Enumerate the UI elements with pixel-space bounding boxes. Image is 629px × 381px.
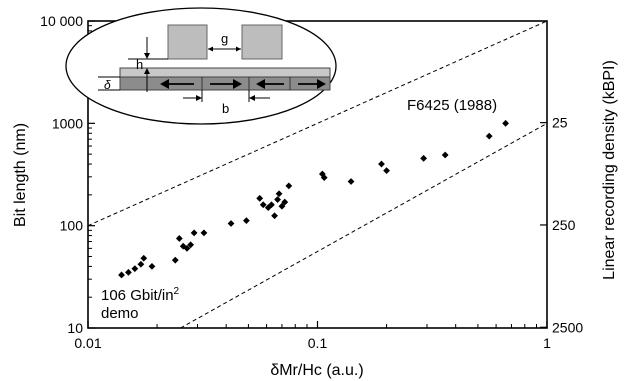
x-axis-title: δMr/Hc (a.u.) — [270, 362, 363, 379]
data-point-11 — [187, 241, 195, 249]
data-point-3 — [131, 265, 139, 273]
gap-arrowhead-right — [236, 46, 241, 52]
head-pole-left — [167, 24, 208, 60]
data-point-30 — [383, 167, 390, 175]
h-label: h — [136, 57, 143, 72]
annotation-106gbit-text: 106 Gbit/in — [101, 287, 174, 304]
x-tick-label-1: 0.01 — [74, 335, 101, 351]
data-point-32 — [441, 151, 449, 159]
h-arrowhead-bottom — [144, 68, 150, 74]
data-point-16 — [256, 194, 264, 202]
data-point-2 — [125, 268, 132, 276]
data-point-10 — [183, 244, 191, 252]
annotation-demo: demo — [101, 305, 139, 322]
data-point-5 — [140, 254, 148, 262]
head-pole-right — [241, 24, 283, 60]
arrowhead-right-2 — [233, 79, 242, 89]
gap-label: g — [221, 31, 228, 46]
data-point-33 — [485, 132, 493, 140]
y-axis-right-title: Linear recording density (kBPI) — [601, 60, 618, 280]
bit-label: b — [222, 101, 229, 116]
data-point-4 — [137, 260, 145, 268]
data-point-20 — [271, 212, 278, 220]
data-point-21 — [274, 196, 281, 203]
arrowhead-left-1 — [160, 79, 169, 89]
x-tick-label-3: 1 — [543, 335, 551, 351]
y-tick-label-1: 10 — [67, 320, 83, 336]
y-tick-label-4: 10 000 — [40, 13, 83, 29]
bit-arrowhead-right — [249, 95, 255, 101]
data-point-1 — [118, 271, 125, 279]
data-point-34 — [502, 119, 509, 127]
data-point-25 — [285, 182, 293, 190]
data-point-23 — [278, 202, 286, 210]
h-arrowhead-top — [144, 53, 150, 59]
y-right-tick-label-2: 250 — [552, 217, 576, 233]
annotation-106gbit: 106 Gbit/in2 — [101, 286, 180, 304]
x-axis: 0.01 0.1 1 — [74, 321, 551, 351]
gap-arrowhead-left — [208, 46, 213, 52]
data-point-12 — [190, 229, 198, 237]
data-point-15 — [243, 217, 250, 225]
data-point-31 — [420, 154, 428, 162]
bit-arrowhead-left — [196, 95, 202, 101]
y-tick-label-3: 1000 — [52, 115, 83, 131]
y-axis-title: Bit length (nm) — [12, 123, 29, 227]
annotation-106gbit-sup: 2 — [174, 286, 180, 297]
medium-top — [119, 67, 331, 78]
data-point-24 — [281, 198, 289, 206]
y-tick-label-2: 100 — [60, 218, 84, 234]
annotation-f6425: F6425 (1988) — [407, 97, 497, 114]
data-point-14 — [227, 220, 235, 227]
data-point-19 — [268, 201, 275, 209]
data-point-13 — [200, 229, 208, 237]
arrowhead-left-3 — [256, 79, 265, 89]
data-point-17 — [259, 201, 267, 209]
arrowhead-right-4 — [317, 79, 326, 89]
y-right-tick-label-3: 2500 — [552, 319, 583, 335]
reference-line-2 — [180, 122, 548, 329]
data-point-22 — [275, 190, 283, 198]
data-point-27 — [320, 174, 328, 181]
data-point-29 — [378, 160, 385, 168]
y-axis: 10 100 1000 10 000 — [40, 13, 95, 336]
data-point-28 — [347, 178, 355, 185]
data-points — [118, 119, 509, 279]
data-point-8 — [175, 235, 183, 242]
data-point-18 — [264, 204, 272, 212]
inset-schematic: g h δ — [65, 7, 337, 125]
data-point-6 — [148, 262, 156, 270]
x-tick-label-2: 0.1 — [308, 335, 328, 351]
data-point-7 — [171, 256, 179, 264]
delta-label: δ — [104, 78, 111, 92]
magnetization-arrowheads — [160, 79, 326, 89]
y-axis-right: 25 250 2500 — [540, 115, 583, 335]
y-right-tick-label-1: 25 — [552, 115, 568, 131]
